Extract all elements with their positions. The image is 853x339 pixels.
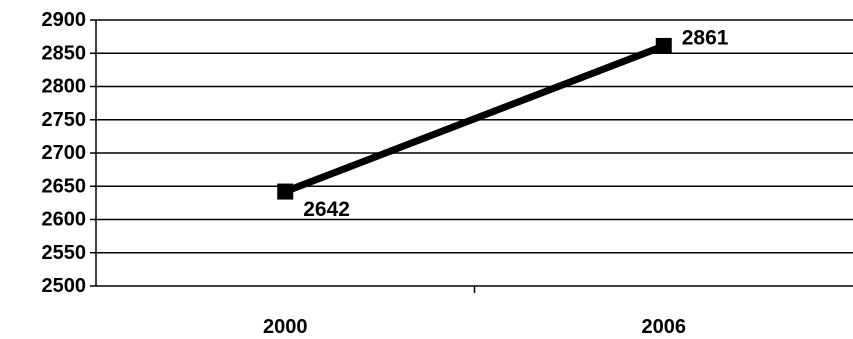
y-tick-label: 2700 [42, 142, 87, 164]
x-tick-label: 2006 [642, 316, 687, 338]
y-tick-label: 2650 [42, 175, 87, 197]
y-tick-label: 2500 [42, 275, 87, 297]
data-point-marker [277, 183, 294, 200]
y-tick-label: 2850 [42, 42, 87, 64]
series-line [283, 42, 666, 195]
series [277, 37, 672, 200]
y-tick-label: 2550 [42, 242, 87, 264]
x-tick-labels: 2000 2006 [263, 316, 686, 338]
y-tick-label: 2750 [42, 109, 87, 131]
y-tick-labels: 2500 2550 2600 2650 2700 2750 2800 2850 2900 [42, 9, 87, 297]
y-tick-label: 2600 [42, 209, 87, 231]
x-tick-label: 2000 [263, 316, 308, 338]
data-labels: 2642 2861 [303, 26, 729, 221]
axes [90, 19, 853, 293]
y-tick-label: 2900 [42, 9, 87, 31]
data-point-marker [655, 37, 672, 54]
data-label: 2642 [303, 198, 350, 221]
y-tick-label: 2800 [42, 76, 87, 98]
gridlines [96, 19, 853, 254]
data-label: 2861 [682, 26, 729, 49]
